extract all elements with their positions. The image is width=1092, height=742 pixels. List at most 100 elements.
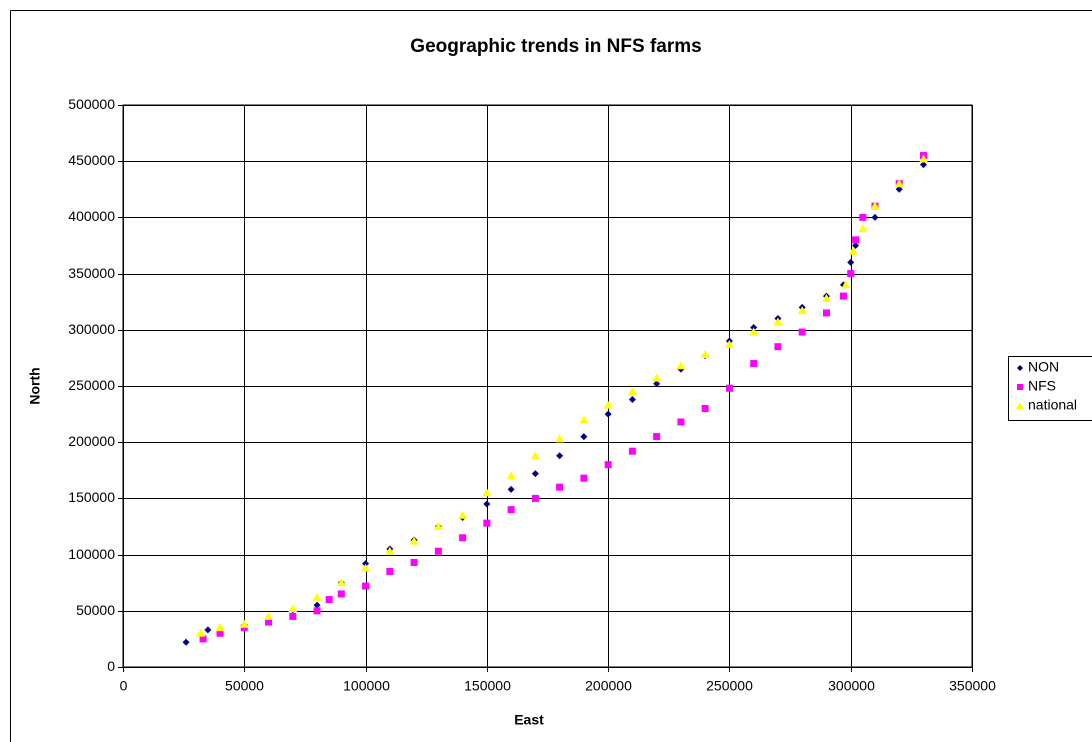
point: [579, 415, 589, 424]
point: [894, 179, 904, 188]
point: [458, 510, 468, 519]
point: [676, 361, 686, 370]
x-tick-label: 300000: [828, 678, 875, 694]
point: [580, 474, 588, 482]
point: [506, 471, 516, 480]
point: [603, 400, 613, 409]
point: [265, 618, 273, 626]
point: [215, 623, 225, 632]
point: [677, 418, 685, 426]
x-tick-label: 150000: [464, 678, 511, 694]
x-tick-label: 350000: [949, 678, 996, 694]
y-tick-label: 150000: [68, 489, 115, 505]
y-tick-label: 200000: [68, 433, 115, 449]
point: [871, 213, 879, 221]
x-tick-label: 200000: [585, 678, 632, 694]
legend-label: NON: [1028, 359, 1059, 375]
point: [482, 488, 492, 497]
y-axis-label: North: [27, 367, 43, 404]
point: [749, 327, 759, 336]
point: [700, 350, 710, 359]
point: [604, 461, 612, 469]
y-tick-label: 100000: [68, 546, 115, 562]
point: [773, 317, 783, 326]
legend-marker: [1016, 402, 1024, 409]
point: [839, 292, 847, 300]
point: [386, 567, 394, 575]
point: [289, 612, 297, 620]
point: [628, 447, 636, 455]
x-tick-label: 50000: [225, 678, 264, 694]
point: [531, 494, 539, 502]
point: [204, 626, 212, 634]
point: [556, 483, 564, 491]
point: [580, 433, 588, 441]
point: [459, 534, 467, 542]
point: [434, 547, 442, 555]
point: [895, 185, 903, 193]
point: [858, 224, 868, 233]
point: [822, 309, 830, 317]
point: [199, 635, 207, 643]
point: [750, 360, 758, 368]
point: [362, 582, 370, 590]
point: [216, 629, 224, 637]
point: [361, 563, 371, 572]
chart-title: Geographic trends in NFS farms: [410, 36, 701, 57]
point: [556, 452, 564, 460]
point: [182, 638, 190, 646]
point: [325, 596, 333, 604]
y-tick-label: 250000: [68, 377, 115, 393]
point: [483, 500, 491, 508]
point: [652, 373, 662, 382]
y-tick-label: 350000: [68, 265, 115, 281]
point: [847, 270, 855, 278]
point: [604, 410, 612, 418]
point: [337, 590, 345, 598]
point: [433, 522, 443, 530]
x-tick-label: 100000: [343, 678, 390, 694]
point: [239, 619, 249, 628]
legend-marker: [1017, 365, 1023, 371]
x-tick-label: 0: [120, 678, 128, 694]
point: [385, 546, 395, 555]
point: [774, 343, 782, 351]
point: [841, 280, 851, 289]
y-tick-label: 450000: [68, 152, 115, 168]
point: [852, 236, 860, 244]
point: [870, 201, 880, 210]
point: [627, 387, 637, 396]
legend-label: NFS: [1028, 378, 1056, 394]
y-tick-label: 400000: [68, 208, 115, 224]
point: [847, 258, 855, 266]
point: [530, 451, 540, 460]
point: [848, 246, 858, 255]
y-tick-label: 500000: [68, 96, 115, 112]
y-tick-label: 0: [107, 658, 115, 674]
point: [313, 607, 321, 615]
point: [653, 433, 661, 441]
point: [725, 384, 733, 392]
point: [701, 404, 709, 412]
point: [555, 434, 565, 443]
point: [859, 213, 867, 221]
point: [653, 380, 661, 388]
point: [628, 395, 636, 403]
point: [483, 519, 491, 527]
point: [918, 154, 928, 163]
point: [410, 558, 418, 566]
point: [852, 242, 860, 249]
y-tick-label: 50000: [76, 602, 115, 618]
point: [507, 506, 515, 514]
legend-marker: [1017, 384, 1023, 390]
point: [797, 306, 807, 315]
legend-label: national: [1028, 397, 1077, 413]
point: [821, 293, 831, 302]
point: [264, 611, 274, 620]
point: [798, 328, 806, 336]
point: [336, 578, 346, 587]
point: [288, 604, 298, 613]
point: [313, 601, 321, 609]
point: [312, 592, 322, 601]
